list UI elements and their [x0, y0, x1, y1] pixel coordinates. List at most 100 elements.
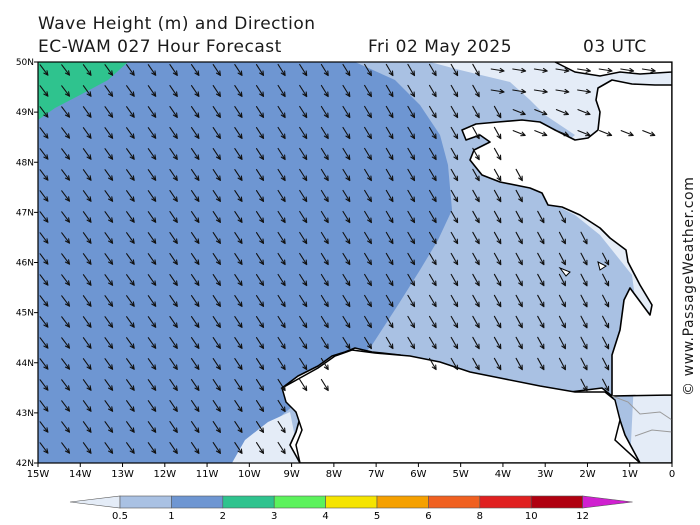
wave-arrow [320, 168, 329, 182]
wave-arrow [299, 147, 308, 161]
wave-arrow [277, 252, 286, 266]
wave-arrow [147, 379, 157, 391]
wave-arrow [39, 295, 49, 307]
wave-arrow [169, 274, 178, 286]
wave-arrow [342, 231, 351, 245]
lon-label: 0 [669, 469, 675, 480]
wave-arrow [277, 168, 286, 182]
wave-arrow [580, 294, 588, 308]
lon-label: 7W [368, 469, 384, 480]
wave-arrow [602, 357, 610, 371]
wave-arrow [472, 252, 480, 266]
wave-arrow [82, 106, 92, 118]
wave-arrow [342, 294, 351, 308]
wave-arrow [126, 253, 135, 265]
wave-arrow [320, 63, 329, 77]
wave-arrow [126, 442, 135, 454]
wave-arrow [580, 315, 588, 329]
land-spain [281, 349, 642, 463]
wave-arrow [299, 210, 308, 224]
wave-arrow [169, 316, 178, 328]
wave-arrow [61, 211, 71, 223]
legend-max-arrow [582, 495, 633, 509]
wave-arrow [169, 379, 178, 391]
wave-arrow [104, 421, 114, 433]
wave-arrow [82, 337, 92, 349]
lon-label: 11W [196, 469, 219, 480]
wave-arrow [190, 379, 200, 391]
wave-arrow [277, 357, 286, 371]
wave-arrow [555, 130, 569, 137]
wave-arrow [428, 294, 437, 308]
wave-arrow [299, 294, 308, 308]
wave-arrow [385, 189, 394, 203]
wave-arrow [537, 315, 545, 329]
wave-arrow [385, 294, 394, 308]
wave-arrow [190, 253, 200, 265]
wave-arrow [577, 130, 591, 137]
wave-arrow [39, 358, 49, 370]
wave-arrow [126, 127, 135, 139]
wave-arrow [385, 63, 394, 77]
wave-arrow [126, 232, 135, 244]
wave-arrow [277, 378, 286, 392]
wave-arrow [277, 399, 286, 413]
legend-swatch [222, 495, 275, 509]
wave-arrow [364, 63, 372, 77]
wave-arrow [558, 252, 566, 266]
wave-arrow [39, 106, 49, 118]
wave-arrow [147, 106, 157, 118]
wave-arrow [277, 420, 286, 434]
wave-arrow [407, 168, 416, 182]
wave-arrow [255, 442, 265, 454]
lat-label: 50N [16, 58, 34, 68]
wave-arrow [450, 357, 459, 371]
wave-arrow [234, 295, 243, 307]
wave-arrow [515, 336, 523, 350]
wave-arrow [320, 294, 329, 308]
wave-arrow [169, 337, 178, 349]
wave-arrow [490, 67, 505, 73]
wave-arrow [255, 232, 265, 244]
wave-arrow [190, 148, 200, 160]
wave-arrow [364, 294, 372, 308]
wave-arrow [428, 189, 437, 203]
wave-arrow [342, 147, 351, 161]
wave-arrow [190, 421, 200, 433]
wave-arrow [558, 210, 566, 224]
wave-arrow [104, 190, 114, 202]
wave-arrow [342, 84, 351, 98]
wave-arrow [104, 211, 114, 223]
wave-arrow [428, 63, 437, 77]
wave-arrow [428, 357, 437, 371]
wave-arrow [580, 252, 588, 266]
wave-arrow [493, 273, 502, 287]
wave-arrow [515, 231, 523, 245]
wave-arrow [234, 190, 243, 202]
wave-arrow [39, 400, 49, 412]
wave-arrow [599, 130, 613, 137]
wave-arrow [407, 63, 416, 77]
wave-arrow [234, 127, 243, 139]
wave-arrow [212, 358, 221, 370]
wave-arrow [212, 127, 221, 139]
wave-arrow [277, 315, 286, 329]
wave-arrow [234, 85, 243, 97]
wave-arrow [385, 336, 394, 350]
wave-arrow [234, 316, 243, 328]
legend-swatch [479, 495, 532, 509]
wave-arrow [126, 379, 135, 391]
wave-arrow [385, 147, 394, 161]
wave-arrow [212, 274, 221, 286]
wave-arrow [407, 105, 416, 119]
wave-arrow [190, 316, 200, 328]
legend-tick-label: 5 [374, 511, 380, 522]
wave-arrow [320, 189, 329, 203]
wave-arrow [169, 295, 178, 307]
wave-arrow [82, 190, 92, 202]
wave-arrow [577, 67, 591, 73]
wave-arrow [385, 315, 394, 329]
wave-arrow [104, 379, 114, 391]
wave-arrow [212, 64, 221, 76]
wave-arrow [407, 147, 416, 161]
